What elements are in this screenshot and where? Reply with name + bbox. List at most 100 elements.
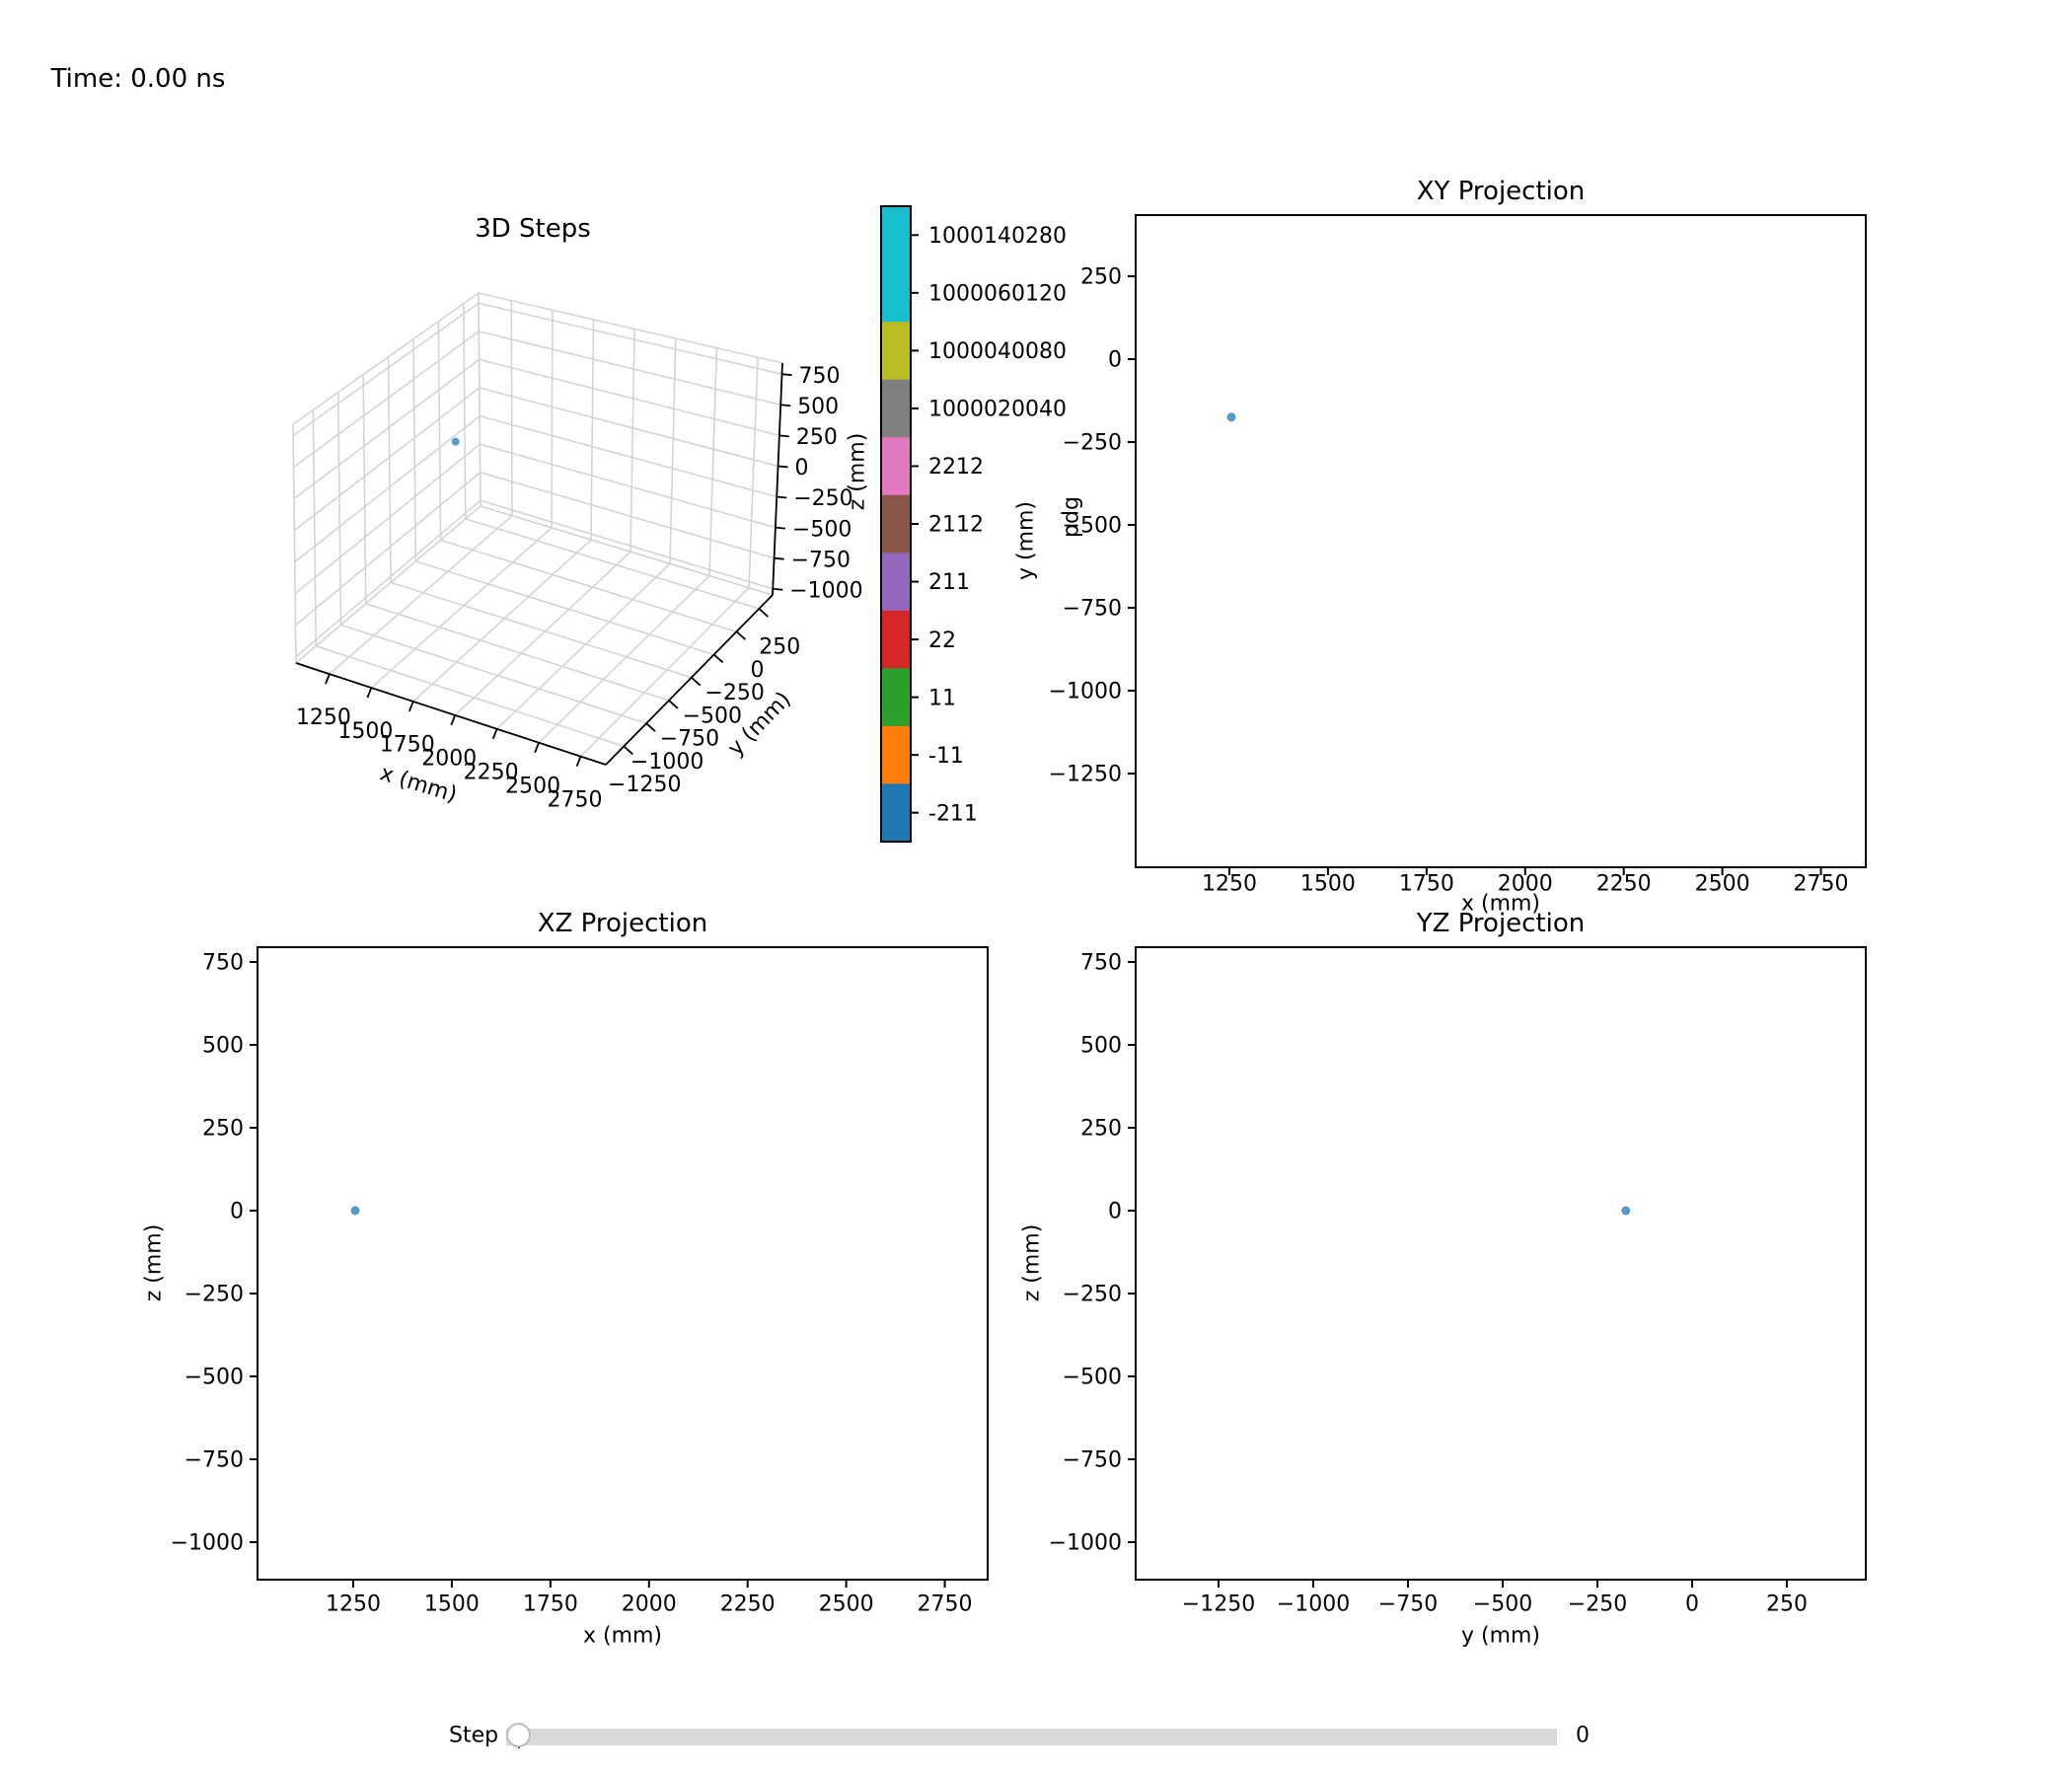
yz-x-tick-label: −1250 [1182,1592,1255,1617]
plot3d-grid-line [538,574,710,744]
plot3d-grid-line [669,338,677,564]
xy-y-tick-label: 0 [1108,348,1122,373]
colorbar-tick-label: 2212 [928,455,984,480]
plot3d-grid-line [415,560,714,656]
plot3d-grid-line [387,356,392,583]
xy-y-tick-label: 250 [1080,265,1122,290]
yz-y-tick-label: −750 [1063,1448,1122,1473]
plot3d-grid-line [708,347,718,576]
colorbar-segment [881,610,911,669]
yz-x-tick-label: −250 [1568,1592,1627,1617]
colorbar-segment [881,263,911,323]
plot3d-grid-line [340,624,647,724]
plot3d-z-tick [777,465,788,469]
plot3d-x-tick-label: 2250 [464,761,519,785]
plot3d-grid-line [480,499,774,590]
colorbar-tick-label: 22 [928,629,956,653]
xz-y-tick-label: 500 [202,1034,244,1059]
colorbar-frame [880,205,912,843]
colorbar-tick-label: -211 [928,801,978,826]
plot3d-y-tick [735,630,747,640]
xy-x-tick-label: 2500 [1695,872,1750,897]
xz-data-point [350,1206,360,1216]
plot3d-x-tick-label: 2000 [421,747,477,772]
yz-y-tick-label: 250 [1080,1117,1122,1142]
plot3d-grid-line [336,392,342,626]
colorbar-segment [881,668,911,727]
plot3d-y-tick-label: −1000 [630,750,703,775]
plot3d-grid-line [295,499,481,658]
plot3d-grid-line [579,587,750,758]
plot3d-z-tick [781,373,792,377]
plot3d-x-tick-label: 1250 [296,705,351,730]
time-label: Time: 0.00 ns [50,64,226,94]
colorbar-segment [881,553,911,612]
xz-y-tick-label: −750 [185,1448,244,1473]
xy-y-tick-label: −500 [1063,514,1122,539]
plot3d-z-tick-label: 250 [796,425,838,450]
plot3d-x-tick [407,701,414,712]
plot3d-grid-line [412,539,592,703]
xz-y-tick-label: 750 [202,951,244,976]
plot3d-grid-line [293,358,481,500]
xy-x-tick-label: 2750 [1794,872,1849,897]
slider-handle[interactable] [506,1723,531,1747]
plot3d-y-tick-label: −250 [704,681,764,705]
xy-y-tick-label: −250 [1063,431,1122,456]
plot3d-grid-line [462,303,467,519]
xz-x-tick-label: 2500 [819,1592,874,1617]
colorbar-label: pdg [1059,496,1084,538]
plot3d-grid-line [440,539,737,632]
plot3d-grid-line [293,387,481,532]
colorbar-segment [881,379,911,438]
yz-y-tick-label: −1000 [1049,1531,1122,1556]
plot3d-x-tick-label: 1750 [380,733,435,758]
colorbar-segment [881,494,911,554]
plot3d-z-tick [775,526,785,530]
colorbar-segment [881,206,911,265]
plot3d-grid-line [479,414,777,498]
yz-y-tick-label: −500 [1063,1366,1122,1390]
xz-x-tick-label: 1250 [326,1592,381,1617]
colorbar-segment [881,322,911,381]
slider-track[interactable] [506,1729,1557,1745]
plot3d-grid-line [551,310,554,528]
xy-axes-frame [1135,214,1867,868]
xz-y-tick-label: −1000 [171,1531,244,1556]
plot3d-grid-line [479,387,778,468]
slider-label: Step [449,1723,499,1748]
xz-axes-frame [257,946,989,1581]
xy-ylabel: y (mm) [1013,500,1039,581]
plot3d-grid-line [479,358,780,437]
plot3d-z-tick-label: 750 [799,364,841,389]
plot3d-z-tick-label: −250 [793,486,852,511]
colorbar-tick-label: 1000040080 [928,339,1067,364]
yz-title: YZ Projection [1416,909,1586,938]
colorbar-tick-label: 211 [928,570,970,595]
xz-y-tick-label: −250 [185,1283,244,1307]
plot3d-x-tick [534,742,540,754]
plot3d-x-tick [575,756,582,767]
plot3d-x-tick [366,687,373,699]
xy-data-point [1226,412,1236,422]
yz-axes-frame [1135,946,1867,1581]
xz-x-tick-label: 2750 [918,1592,973,1617]
yz-y-tick-label: 750 [1080,951,1122,976]
yz-x-tick-label: −750 [1378,1592,1438,1617]
plot3d-grid-line [292,302,480,437]
plot3d-x-tick-label: 1500 [337,719,393,744]
plot3d-grid-line [315,645,625,748]
plot3d-grid-line [312,409,318,646]
yz-data-point [1621,1206,1631,1216]
slider-value: 0 [1576,1723,1590,1748]
plot3d-grid-line [748,357,759,588]
xy-title: XY Projection [1416,177,1586,206]
xy-x-tick-label: 2250 [1596,872,1652,897]
plot3d-x-axis [295,662,607,766]
xy-x-tick-label: 1750 [1399,872,1454,897]
plot3d-y-tick [623,745,633,756]
yz-y-tick-label: 0 [1108,1200,1122,1224]
xz-ylabel: z (mm) [141,1223,167,1302]
plot3d-grid-line [412,338,417,561]
colorbar-segment [881,783,911,843]
